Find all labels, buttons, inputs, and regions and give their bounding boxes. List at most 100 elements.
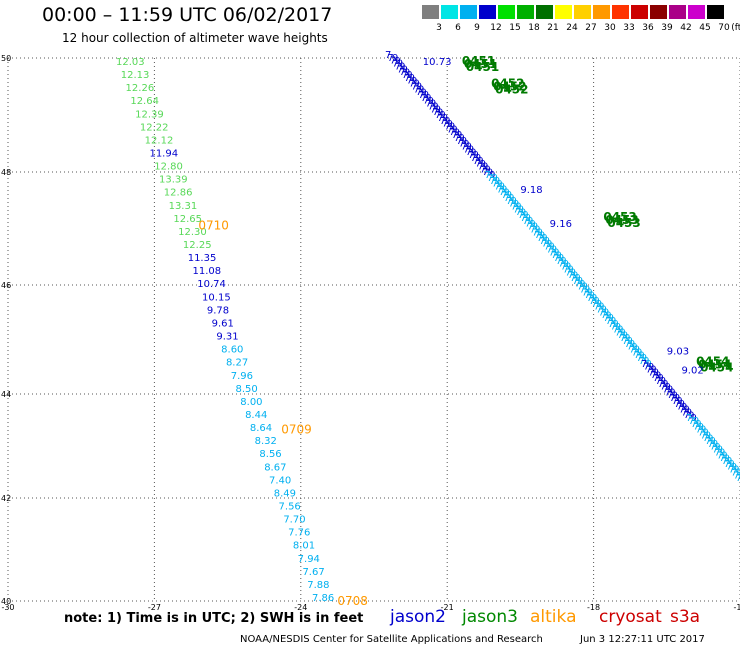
lon-tick-label: -30	[1, 603, 14, 612]
swath-mark: 7	[684, 410, 690, 421]
colorbar-swatch	[498, 5, 515, 19]
swh-value-label: 7.56	[279, 501, 301, 512]
swath-mark: 7	[695, 425, 701, 436]
swh-value-label: 8.49	[274, 488, 296, 499]
swh-value-label: 12.80	[154, 162, 183, 173]
altika-time-label: 0708	[337, 594, 368, 608]
swath-mark: 9	[446, 119, 452, 130]
swath-mark: 7	[537, 233, 543, 244]
swh-value-label: 10.73	[423, 57, 452, 68]
colorbar-swatch	[574, 5, 591, 19]
swath-mark: 7	[634, 350, 640, 361]
swh-value-label: 12.30	[178, 227, 207, 238]
swath-mark: 9	[513, 199, 519, 210]
swath-mark: 7	[442, 119, 448, 130]
swath-mark: 9	[657, 373, 663, 384]
swath-mark: 9	[401, 64, 407, 75]
lat-tick-label: 50	[1, 54, 11, 63]
swath-mark: 9	[456, 130, 462, 141]
swath-mark: 7	[556, 256, 562, 267]
time-label: 0453	[607, 216, 640, 230]
swath-mark: 9	[679, 399, 685, 410]
swath-mark: 9	[636, 347, 642, 358]
swath-mark: 9	[437, 107, 443, 118]
swath-mark: 7	[463, 144, 469, 155]
swath-mark: 7	[608, 319, 614, 330]
swath-mark: 7	[530, 224, 536, 235]
swath-mark: 9	[484, 165, 490, 176]
lat-tick-label: 44	[1, 390, 11, 399]
swath-mark: 9	[406, 70, 412, 81]
swath-mark: 7	[702, 433, 708, 444]
swath-mark: 7	[513, 204, 519, 215]
swath-mark: 7	[522, 216, 528, 227]
swath-mark: 7	[565, 267, 571, 278]
swath-mark: 9	[494, 176, 500, 187]
swath-mark: 9	[667, 385, 673, 396]
swath-mark: 7	[525, 219, 531, 230]
swath-mark: 9	[726, 456, 732, 467]
swath-mark: 7	[411, 81, 417, 92]
swath-mark: 7	[638, 356, 644, 367]
swath-mark: 7	[387, 53, 393, 64]
swath-mark: 9	[525, 213, 531, 224]
swh-value-label: 8.67	[264, 462, 286, 473]
swath-mark: 9	[603, 307, 609, 318]
swath-mark: 7	[413, 84, 419, 95]
swath-mark: 9	[641, 353, 647, 364]
swath-mark: 9	[648, 362, 654, 373]
swath-mark: 7	[499, 187, 505, 198]
swath-mark: 7	[650, 370, 656, 381]
swath-mark: 7	[605, 316, 611, 327]
colorbar-label: 18	[528, 23, 540, 33]
swath-mark: 9	[650, 365, 656, 376]
swath-mark: 9	[570, 267, 576, 278]
swath-mark: 9	[544, 236, 550, 247]
swath-mark: 7	[710, 442, 716, 453]
colorbar-swatch	[555, 5, 572, 19]
colorbar-label: 6	[455, 23, 461, 33]
swath-mark: 7	[466, 147, 472, 158]
swath-mark: 7	[721, 456, 727, 467]
swath-mark: 9	[558, 253, 564, 264]
swath-mark: 7	[688, 416, 694, 427]
altika-time-label: 0710	[198, 219, 229, 233]
diagonal-swath-track: 7 97 97 97 97 97 97 97 97 97 97 97 97 97 97 97 97 97 97 97 9…	[385, 50, 740, 487]
swath-mark: 7	[726, 462, 732, 473]
time-label: 0451	[464, 57, 497, 71]
swath-mark: 9	[404, 67, 410, 78]
swath-mark: 7	[451, 130, 457, 141]
swath-mark: 9	[608, 313, 614, 324]
swath-mark: 9	[439, 110, 445, 121]
swath-mark: 7	[503, 193, 509, 204]
time-label: 0451	[466, 60, 499, 74]
swath-mark: 7	[437, 113, 443, 124]
legend-note: note: 1) Time is in UTC; 2) SWH is in fe…	[64, 611, 364, 626]
swath-mark: 7	[508, 199, 514, 210]
swath-mark: 7	[392, 59, 398, 70]
swath-mark: 9	[565, 262, 571, 273]
swath-mark: 7	[572, 276, 578, 287]
swath-mark: 9	[676, 396, 682, 407]
credit-line: NOAA/NESDIS Center for Satellite Applica…	[240, 634, 543, 645]
swath-mark: 9	[548, 242, 554, 253]
time-label: 0454	[698, 357, 731, 371]
swath-mark: 9	[691, 413, 697, 424]
swath-mark: 7	[548, 247, 554, 258]
swath-mark: 9	[624, 333, 630, 344]
swath-mark: 7	[629, 344, 635, 355]
swath-mark: 9	[598, 302, 604, 313]
swath-mark: 7	[700, 430, 706, 441]
swath-mark: 7	[496, 184, 502, 195]
swath-mark: 9	[468, 144, 474, 155]
swath-mark: 7	[719, 453, 725, 464]
swath-mark: 9	[546, 239, 552, 250]
swh-value-label: 13.31	[169, 201, 198, 212]
swath-mark: 7	[473, 156, 479, 167]
swh-value-label: 7.88	[307, 580, 329, 591]
swath-mark: 7	[444, 121, 450, 132]
swath-mark: 7	[733, 470, 739, 481]
swath-mark: 7	[646, 364, 652, 375]
swath-mark: 7	[636, 353, 642, 364]
swath-mark: 7	[577, 282, 583, 293]
